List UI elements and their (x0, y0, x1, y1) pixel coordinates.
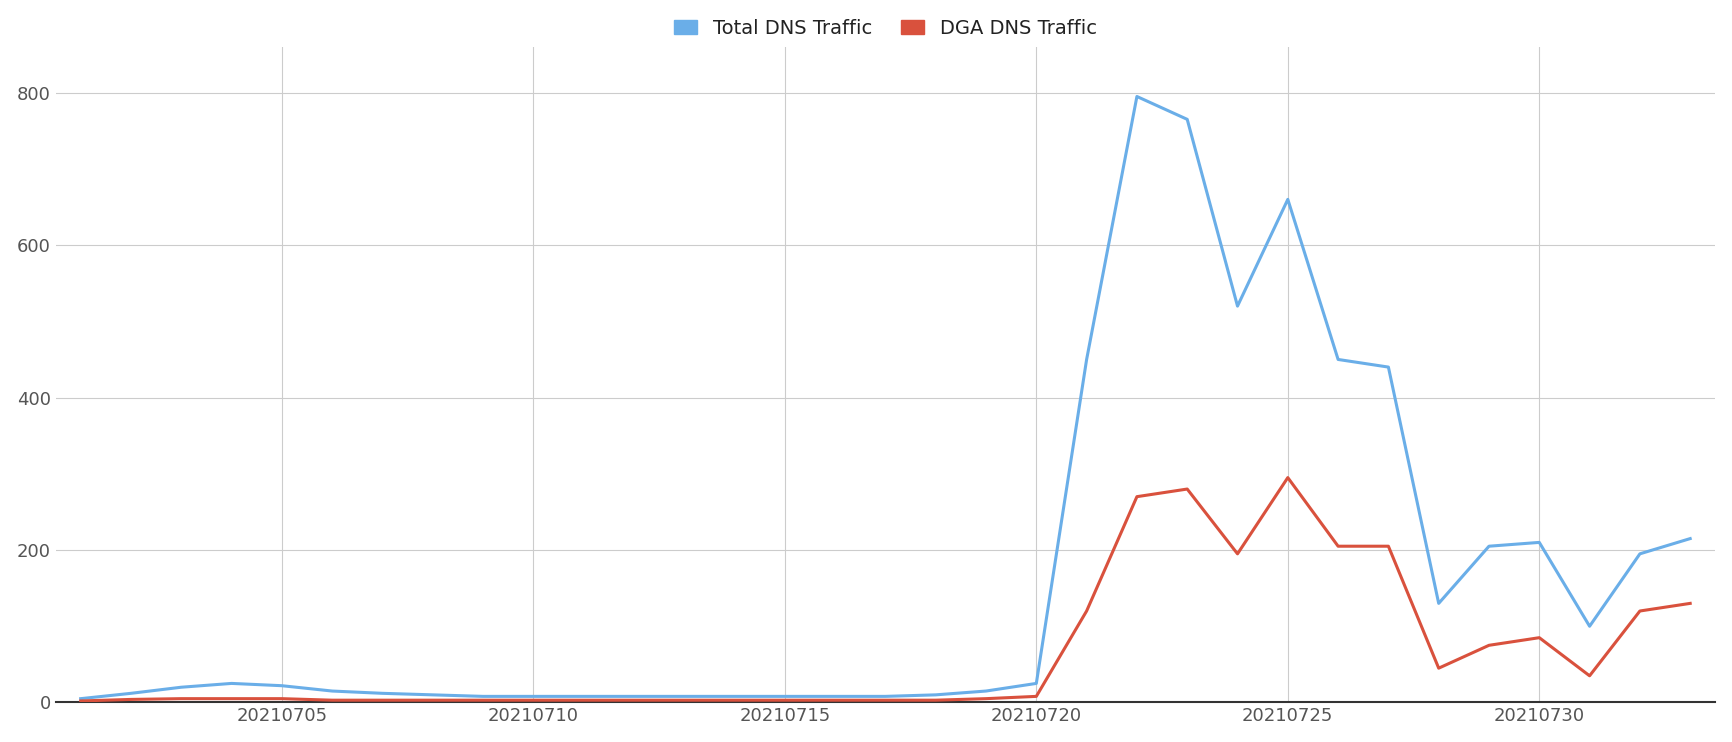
DGA DNS Traffic (925, 696, 946, 705)
DGA DNS Traffic (624, 696, 644, 705)
Total DNS Traffic (322, 686, 343, 695)
Total DNS Traffic (1076, 355, 1096, 364)
Total DNS Traffic (1025, 679, 1046, 688)
Total DNS Traffic (824, 692, 845, 701)
Total DNS Traffic (1429, 599, 1450, 608)
Total DNS Traffic (1529, 538, 1550, 547)
Total DNS Traffic (71, 695, 92, 703)
Total DNS Traffic (1176, 115, 1197, 124)
Legend: Total DNS Traffic, DGA DNS Traffic: Total DNS Traffic, DGA DNS Traffic (667, 11, 1105, 45)
DGA DNS Traffic (1479, 641, 1500, 650)
DGA DNS Traffic (1278, 473, 1299, 482)
Total DNS Traffic (1328, 355, 1349, 364)
Total DNS Traffic (925, 690, 946, 699)
DGA DNS Traffic (272, 695, 293, 703)
Total DNS Traffic (1226, 302, 1247, 311)
Total DNS Traffic (1126, 92, 1147, 101)
DGA DNS Traffic (1025, 692, 1046, 701)
DGA DNS Traffic (1529, 633, 1550, 642)
Total DNS Traffic (573, 692, 594, 701)
DGA DNS Traffic (1580, 672, 1600, 680)
DGA DNS Traffic (1429, 664, 1450, 673)
Total DNS Traffic (975, 686, 996, 695)
Total DNS Traffic (1278, 195, 1299, 204)
Total DNS Traffic (1630, 549, 1651, 558)
DGA DNS Traffic (71, 697, 92, 706)
DGA DNS Traffic (1076, 606, 1096, 615)
DGA DNS Traffic (975, 695, 996, 703)
DGA DNS Traffic (222, 695, 242, 703)
DGA DNS Traffic (674, 696, 695, 705)
DGA DNS Traffic (724, 696, 745, 705)
Line: DGA DNS Traffic: DGA DNS Traffic (81, 478, 1690, 701)
Total DNS Traffic (1379, 363, 1399, 372)
DGA DNS Traffic (473, 696, 494, 705)
DGA DNS Traffic (171, 695, 192, 703)
Total DNS Traffic (473, 692, 494, 701)
Total DNS Traffic (121, 689, 142, 697)
Total DNS Traffic (272, 681, 293, 690)
Total DNS Traffic (1479, 542, 1500, 551)
DGA DNS Traffic (121, 695, 142, 704)
DGA DNS Traffic (1630, 606, 1651, 615)
DGA DNS Traffic (1176, 485, 1197, 493)
Total DNS Traffic (1580, 622, 1600, 631)
Total DNS Traffic (423, 690, 443, 699)
DGA DNS Traffic (1379, 542, 1399, 551)
DGA DNS Traffic (1328, 542, 1349, 551)
Total DNS Traffic (774, 692, 795, 701)
Total DNS Traffic (875, 692, 895, 701)
DGA DNS Traffic (573, 696, 594, 705)
DGA DNS Traffic (423, 696, 443, 705)
Total DNS Traffic (222, 679, 242, 688)
Total DNS Traffic (1680, 534, 1701, 543)
Total DNS Traffic (624, 692, 644, 701)
Total DNS Traffic (372, 689, 393, 697)
DGA DNS Traffic (875, 696, 895, 705)
DGA DNS Traffic (523, 696, 544, 705)
Total DNS Traffic (171, 683, 192, 692)
Total DNS Traffic (523, 692, 544, 701)
Total DNS Traffic (674, 692, 695, 701)
DGA DNS Traffic (1226, 549, 1247, 558)
DGA DNS Traffic (372, 696, 393, 705)
Total DNS Traffic (724, 692, 745, 701)
DGA DNS Traffic (1126, 492, 1147, 501)
DGA DNS Traffic (824, 696, 845, 705)
Line: Total DNS Traffic: Total DNS Traffic (81, 96, 1690, 699)
DGA DNS Traffic (774, 696, 795, 705)
DGA DNS Traffic (322, 696, 343, 705)
DGA DNS Traffic (1680, 599, 1701, 608)
